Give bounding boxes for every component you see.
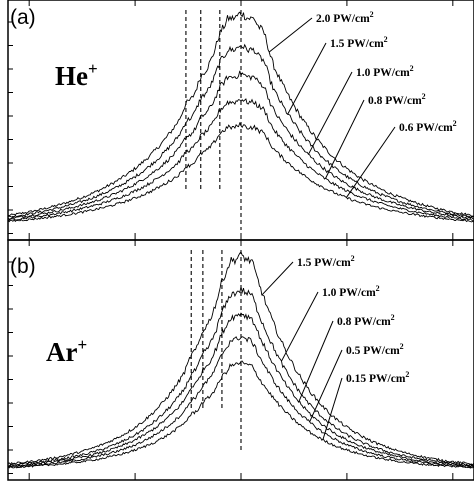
legend-label-5: 0.15 PW/cm2	[346, 370, 409, 385]
panel-a-series	[7, 11, 474, 223]
panel-b-letter: (b)	[10, 255, 36, 278]
legend-leader-5	[346, 126, 396, 198]
legend-leader-3	[298, 320, 334, 403]
series-line-4	[7, 98, 474, 222]
legend-leader-4	[325, 99, 365, 179]
legend-label-2: 1.0 PW/cm2	[322, 284, 380, 299]
series-line-2	[7, 43, 474, 219]
panel-b-ticks	[8, 240, 454, 480]
series-line-3	[7, 70, 474, 220]
legend-leader-1	[261, 261, 294, 296]
series-line-5	[7, 121, 474, 223]
panel-b-ion-label: Ar+	[46, 335, 87, 367]
panel-a-ticks	[8, 0, 454, 240]
panel-b-frame	[7, 239, 474, 481]
panel-a-ion-label: He+	[55, 59, 98, 91]
legend-leader-1	[268, 17, 313, 53]
legend-label-5: 0.6 PW/cm2	[399, 119, 457, 134]
series-line-1	[7, 251, 474, 466]
panel-a-legend: 2.0 PW/cm2 1.5 PW/cm2 1.0 PW/cm2 0.8 PW/cm2…	[268, 10, 457, 198]
series-line-2	[7, 286, 474, 467]
legend-label-3: 1.0 PW/cm2	[356, 64, 414, 79]
legend-leader-2	[287, 42, 327, 115]
series-line-1	[7, 11, 474, 217]
series-line-5	[7, 360, 474, 469]
legend-label-2: 1.5 PW/cm2	[330, 35, 388, 50]
legend-leader-5	[322, 377, 343, 439]
legend-label-3: 0.8 PW/cm2	[337, 313, 395, 328]
panel-b-legend: 1.5 PW/cm2 1.0 PW/cm2 0.8 PW/cm2 0.5 PW/cm2…	[261, 254, 409, 439]
legend-leader-4	[309, 349, 343, 423]
panel-a-marker-lines	[185, 10, 242, 230]
legend-leader-2	[281, 291, 319, 362]
panel-a-letter: (a)	[10, 6, 36, 29]
legend-label-4: 0.8 PW/cm2	[368, 92, 426, 107]
legend-label-1: 2.0 PW/cm2	[316, 10, 374, 25]
panel-a-frame	[7, 0, 474, 241]
legend-label-1: 1.5 PW/cm2	[297, 254, 355, 269]
panel-b-series	[7, 251, 474, 469]
series-line-3	[7, 312, 474, 468]
panel-b-marker-lines	[190, 250, 242, 450]
series-line-4	[7, 336, 474, 468]
panel-b: (b) Ar+ 1.5 PW/cm2 1.0 PW/cm2 0.8 PW/cm2 0.…	[7, 239, 474, 481]
legend-label-4: 0.5 PW/cm2	[346, 342, 404, 357]
legend-leader-3	[308, 71, 353, 155]
panel-a: (a) He+ 2.0 PW/cm2 1.5 PW/cm2 1.0 PW/cm2 0.…	[7, 0, 474, 241]
